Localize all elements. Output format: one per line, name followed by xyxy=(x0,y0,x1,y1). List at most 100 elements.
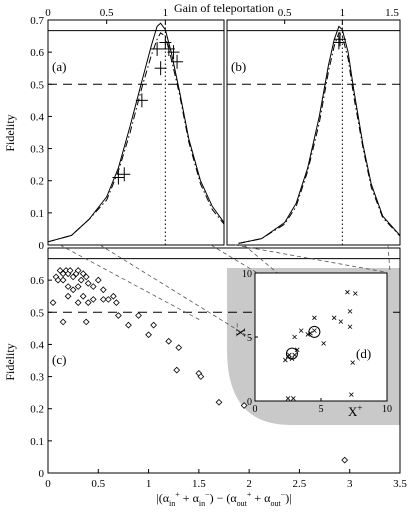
panel-c-point xyxy=(77,276,85,284)
panel-c-ylabel: Fidelity xyxy=(3,343,17,380)
panel-a-data-point xyxy=(112,170,125,185)
panel-a-curve-dashdot xyxy=(47,32,225,243)
panel-a-ytick-label: 0.4 xyxy=(30,111,44,123)
panel-a-top-tick-label: 1 xyxy=(163,7,169,19)
panel-c-point xyxy=(125,321,132,329)
panel-d-xtick-label: 0 xyxy=(253,404,258,415)
panel-c-ytick-label: 0.4 xyxy=(30,339,44,351)
panel-c-point xyxy=(49,299,57,307)
panel-d-point xyxy=(294,347,300,353)
panel-c-ytick-label: 0.6 xyxy=(30,275,44,287)
panel-a-data-point xyxy=(167,45,180,60)
panel-c-point xyxy=(135,312,142,319)
panel-a-ytick-label: 0.7 xyxy=(30,15,44,27)
panel-a-data-point xyxy=(151,41,164,56)
panel-a-data-point xyxy=(118,167,131,182)
panel-d-point xyxy=(292,334,297,340)
panel-d-point xyxy=(285,396,291,401)
panel-c-ytick-label: 0.1 xyxy=(30,436,44,448)
panel-a-ytick-label: 0.2 xyxy=(30,176,44,188)
panel-c-point xyxy=(99,286,107,294)
panel-c-point xyxy=(215,398,223,406)
panel-c-xtick-label: 2 xyxy=(246,478,252,490)
panel-c-label: (c) xyxy=(52,352,66,367)
panel-d-highlight-circle xyxy=(285,347,298,360)
panel-d-point xyxy=(321,341,326,346)
panel-a-frame xyxy=(47,19,225,246)
panel-c-point xyxy=(79,270,87,278)
panel-b-curve-dashdot xyxy=(238,32,401,244)
panel-c-ytick-label: 0.5 xyxy=(30,307,44,319)
panel-d-xtick-label: 5 xyxy=(319,404,324,415)
panel-d-ytick-label: 0 xyxy=(247,397,252,408)
panel-d-point xyxy=(290,396,296,401)
panel-d-point xyxy=(349,392,354,397)
panel-c-point xyxy=(66,267,74,274)
zoom-connector-line xyxy=(234,244,386,273)
panel-a-data-point xyxy=(171,54,184,69)
panel-d-point xyxy=(292,352,297,358)
panel-c-point xyxy=(150,321,157,329)
panel-d-ytick-label: 10 xyxy=(242,269,252,280)
panel-d-point xyxy=(298,328,304,333)
panel-c-point xyxy=(89,283,97,290)
panel-b-frame xyxy=(226,19,401,246)
panel-c-point xyxy=(64,292,72,300)
panel-d-label: (d) xyxy=(356,346,371,361)
top-axis-label: Gain of teleportation xyxy=(174,1,274,15)
panel-c-xtick-label: 0 xyxy=(45,478,51,490)
panel-c-point xyxy=(64,283,72,290)
panel-c-point xyxy=(145,331,152,339)
panel-c-xtick-label: 2.5 xyxy=(293,478,307,490)
panel-b-label: (b) xyxy=(231,59,246,74)
panel-a-ytick-label: 0.6 xyxy=(30,47,44,59)
panel-d-point xyxy=(312,328,317,333)
panel-c-point xyxy=(69,286,77,294)
panel-c-point xyxy=(74,283,82,290)
panel-d-point xyxy=(283,357,288,363)
panel-d-frame xyxy=(254,272,388,402)
panel-c-point xyxy=(99,296,107,303)
zoom-connector-line xyxy=(59,244,201,321)
panel-b-curve-solid xyxy=(238,25,401,244)
panel-c-point xyxy=(94,276,102,284)
panel-d-ylabel: X− xyxy=(232,323,248,337)
zoom-connector-line xyxy=(387,244,391,273)
panel-a-curve-solid xyxy=(47,22,225,243)
panel-c-point xyxy=(59,318,67,326)
panel-c-point xyxy=(74,267,82,274)
panel-c-ytick-label: 0.3 xyxy=(30,372,44,384)
panel-c-xtick-label: 0.5 xyxy=(91,478,105,490)
panel-c-point xyxy=(110,292,117,300)
panel-d-xtick-label: 10 xyxy=(382,404,392,415)
panel-c-point xyxy=(69,273,77,281)
panel-c-point xyxy=(56,267,64,274)
panel-a-ytick-label: 0.1 xyxy=(30,208,44,220)
panel-d-point xyxy=(347,309,353,314)
panel-c-xtick-label: 1.5 xyxy=(192,478,206,490)
panel-d-point xyxy=(353,291,358,296)
panel-c-ytick-label: 0 xyxy=(39,468,45,480)
panel-c-point xyxy=(240,402,248,409)
panel-a-label: (a) xyxy=(52,59,66,74)
panel-c-point xyxy=(82,318,90,326)
panel-b-data-point xyxy=(332,35,345,50)
panel-d-highlight-circle xyxy=(308,325,321,338)
panel-b-top-tick-label: 1 xyxy=(340,7,346,19)
panel-c-point xyxy=(104,296,112,303)
panel-c-xtick-label: 3.5 xyxy=(393,478,407,490)
panel-b-top-tick-label: 1.5 xyxy=(385,7,399,19)
zoom-connector-line xyxy=(210,244,260,275)
panel-d-point xyxy=(287,352,292,358)
panel-c-point xyxy=(59,270,67,278)
panel-d-point xyxy=(338,319,344,324)
panel-a-top-tick-label: 0 xyxy=(45,7,51,19)
zoom-connector-line xyxy=(99,244,271,351)
panel-c-point xyxy=(79,292,87,300)
panel-c-point xyxy=(341,456,349,464)
panel-d-point xyxy=(312,315,317,321)
panel-c-point xyxy=(54,276,62,284)
panel-a-data-point xyxy=(162,41,175,56)
panel-d-point xyxy=(350,360,355,365)
